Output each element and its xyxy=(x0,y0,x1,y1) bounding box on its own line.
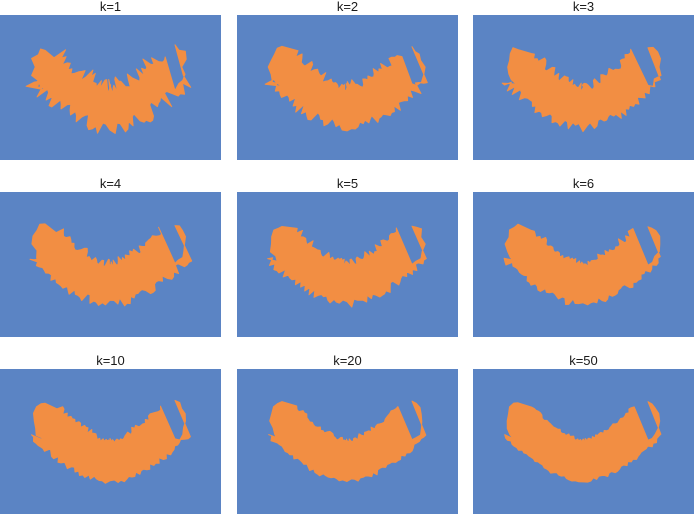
u-shaped-class-region xyxy=(501,46,662,133)
u-shaped-class-region xyxy=(29,223,193,307)
panel-k4: k=4 xyxy=(0,177,221,352)
panel-title: k=20 xyxy=(333,353,362,368)
panel-k10: k=10 xyxy=(0,354,221,529)
panel-k5: k=5 xyxy=(237,177,458,352)
u-shaped-class-region xyxy=(268,400,427,482)
u-shaped-class-region xyxy=(31,399,191,484)
panel-k50: k=50 xyxy=(473,354,694,529)
small-multiples-grid: k=1 k=2 k=3 k=4 k=5 k=6 k=10 k=20 k=50 xyxy=(0,0,694,514)
u-shaped-class-region xyxy=(503,223,661,306)
panel-title: k=1 xyxy=(99,0,122,14)
u-shaped-class-region xyxy=(25,44,192,134)
panel-k6: k=6 xyxy=(473,177,694,352)
u-shaped-class-region xyxy=(267,225,427,308)
u-shaped-class-region xyxy=(504,401,662,483)
decision-region-plot xyxy=(0,15,221,160)
panel-title: k=2 xyxy=(336,0,359,14)
decision-region-plot xyxy=(473,192,694,337)
decision-region-plot xyxy=(237,369,458,514)
decision-region-plot xyxy=(0,192,221,337)
panel-title: k=4 xyxy=(99,176,122,191)
panel-k20: k=20 xyxy=(237,354,458,529)
panel-title: k=3 xyxy=(572,0,595,14)
panel-k3: k=3 xyxy=(473,0,694,175)
decision-region-plot xyxy=(237,15,458,160)
panel-title: k=50 xyxy=(569,353,598,368)
u-shaped-class-region xyxy=(264,45,428,132)
panel-title: k=10 xyxy=(96,353,125,368)
panel-k2: k=2 xyxy=(237,0,458,175)
decision-region-plot xyxy=(473,15,694,160)
decision-region-plot xyxy=(473,369,694,514)
decision-region-plot xyxy=(237,192,458,337)
panel-title: k=6 xyxy=(572,176,595,191)
panel-k1: k=1 xyxy=(0,0,221,175)
decision-region-plot xyxy=(0,369,221,514)
panel-title: k=5 xyxy=(336,176,359,191)
